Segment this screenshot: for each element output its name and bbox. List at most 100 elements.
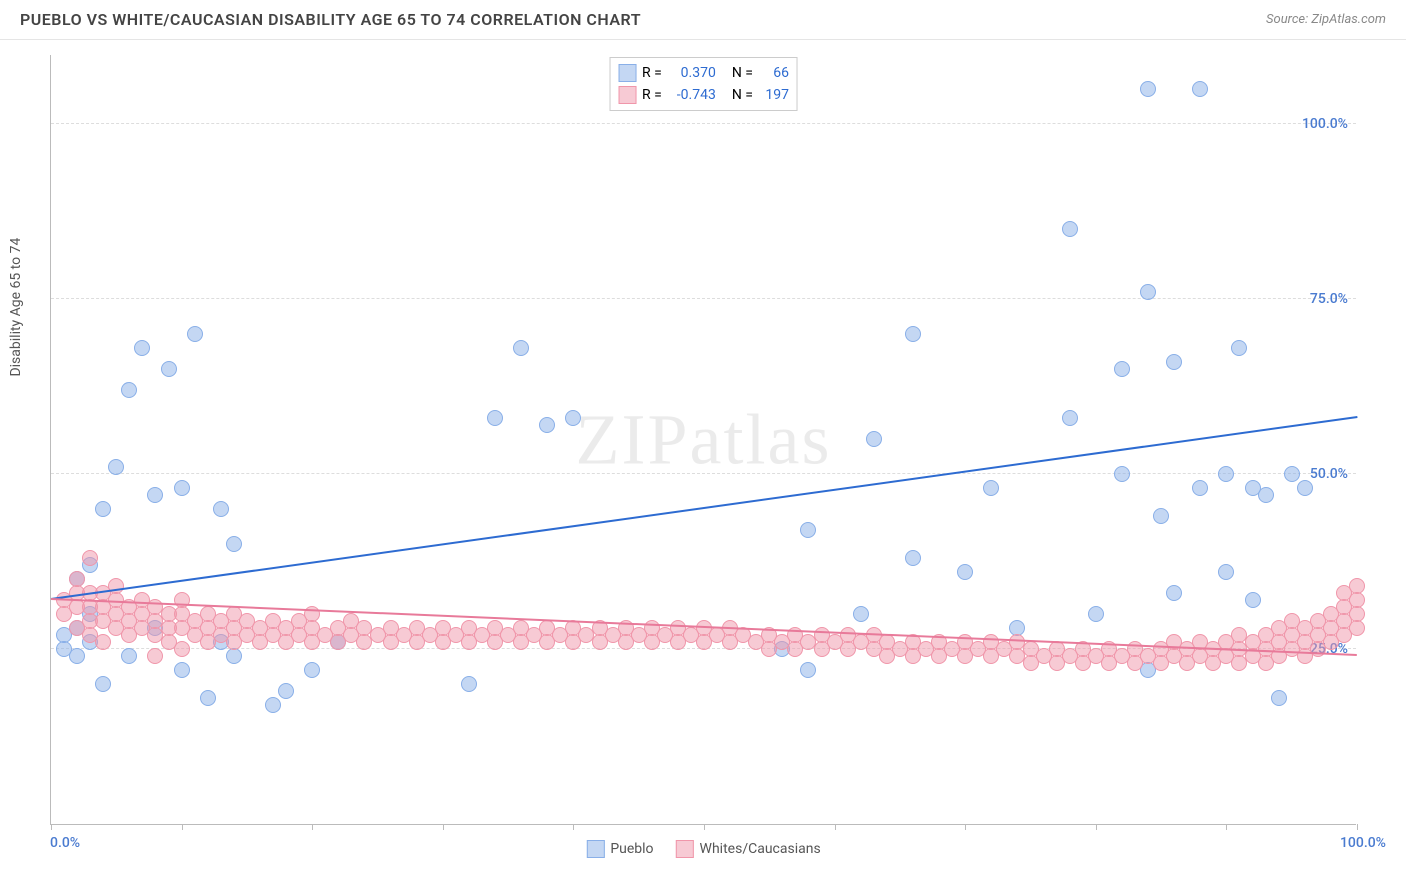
r-value-white: -0.743 [668,87,716,103]
point-pueblo [1140,81,1156,97]
legend-row-pueblo: R = 0.370 N = 66 [618,62,789,84]
chart-title: PUEBLO VS WHITE/CAUCASIAN DISABILITY AGE… [20,10,641,29]
x-tick [51,824,52,830]
point-pueblo [265,697,281,713]
n-value-pueblo: 66 [759,65,789,81]
point-pueblo [134,340,150,356]
n-value-white: 197 [759,87,789,103]
point-pueblo [121,648,137,664]
point-pueblo [1114,361,1130,377]
point-pueblo [1153,508,1169,524]
point-pueblo [1062,410,1078,426]
point-pueblo [866,431,882,447]
point-pueblo [1284,466,1300,482]
point-pueblo [108,459,124,475]
point-pueblo [213,501,229,517]
point-pueblo [278,683,294,699]
x-tick [1357,824,1358,830]
point-white [82,550,98,566]
point-pueblo [800,662,816,678]
point-pueblo [905,550,921,566]
chart-source: Source: ZipAtlas.com [1266,12,1386,27]
point-pueblo [1231,340,1247,356]
point-pueblo [121,382,137,398]
point-white [95,634,111,650]
point-pueblo [1297,480,1313,496]
point-pueblo [461,676,477,692]
swatch-pueblo-icon [586,840,604,858]
x-tick-label-100: 100.0% [1340,835,1386,851]
r-prefix: R = [642,87,662,103]
x-tick-label-0: 0.0% [50,835,80,851]
point-pueblo [1245,592,1261,608]
point-pueblo [1192,81,1208,97]
point-pueblo [1166,354,1182,370]
point-pueblo [539,417,555,433]
point-pueblo [800,522,816,538]
point-white [1349,606,1365,622]
point-pueblo [1192,480,1208,496]
point-pueblo [304,662,320,678]
point-pueblo [161,361,177,377]
point-pueblo [95,676,111,692]
point-pueblo [187,326,203,342]
r-value-pueblo: 0.370 [668,65,716,81]
y-axis-label: Disability Age 65 to 74 [8,238,24,377]
point-pueblo [1271,690,1287,706]
point-pueblo [1258,487,1274,503]
swatch-white-icon [676,840,694,858]
x-tick [182,824,183,830]
point-white [147,648,163,664]
point-white [69,571,85,587]
point-white [174,641,190,657]
point-pueblo [69,648,85,664]
x-tick [443,824,444,830]
x-tick [965,824,966,830]
gridline [51,298,1356,299]
correlation-legend: R = 0.370 N = 66 R = -0.743 N = 197 [609,57,798,111]
point-pueblo [983,480,999,496]
y-tick-label: 75.0% [1310,291,1348,307]
point-pueblo [513,340,529,356]
x-tick [1226,824,1227,830]
point-pueblo [226,648,242,664]
point-pueblo [1140,284,1156,300]
point-pueblo [174,480,190,496]
scatter-plot-area: ZIPatlas R = 0.370 N = 66 R = -0.743 N =… [50,55,1356,825]
point-white [1349,620,1365,636]
point-pueblo [226,536,242,552]
n-prefix: N = [732,87,753,103]
x-tick [835,824,836,830]
point-pueblo [853,606,869,622]
point-pueblo [95,501,111,517]
point-pueblo [957,564,973,580]
n-prefix: N = [732,65,753,81]
point-white [1349,592,1365,608]
point-pueblo [905,326,921,342]
x-tick [1096,824,1097,830]
x-tick [573,824,574,830]
swatch-pueblo [618,64,636,82]
legend-item-pueblo: Pueblo [586,840,653,858]
swatch-white [618,86,636,104]
series-legend: Pueblo Whites/Caucasians [586,840,820,858]
gridline [51,123,1356,124]
point-pueblo [1218,564,1234,580]
point-pueblo [174,662,190,678]
y-tick-label: 50.0% [1310,466,1348,482]
y-tick-label: 100.0% [1302,116,1348,132]
gridline [51,473,1356,474]
point-pueblo [1114,466,1130,482]
legend-row-white: R = -0.743 N = 197 [618,84,789,106]
x-tick [312,824,313,830]
watermark: ZIPatlas [576,398,832,481]
point-pueblo [200,690,216,706]
point-pueblo [1218,466,1234,482]
point-pueblo [565,410,581,426]
point-pueblo [147,487,163,503]
point-pueblo [1088,606,1104,622]
legend-item-white: Whites/Caucasians [676,840,821,858]
point-pueblo [487,410,503,426]
point-white [1349,578,1365,594]
legend-label-pueblo: Pueblo [610,841,653,857]
